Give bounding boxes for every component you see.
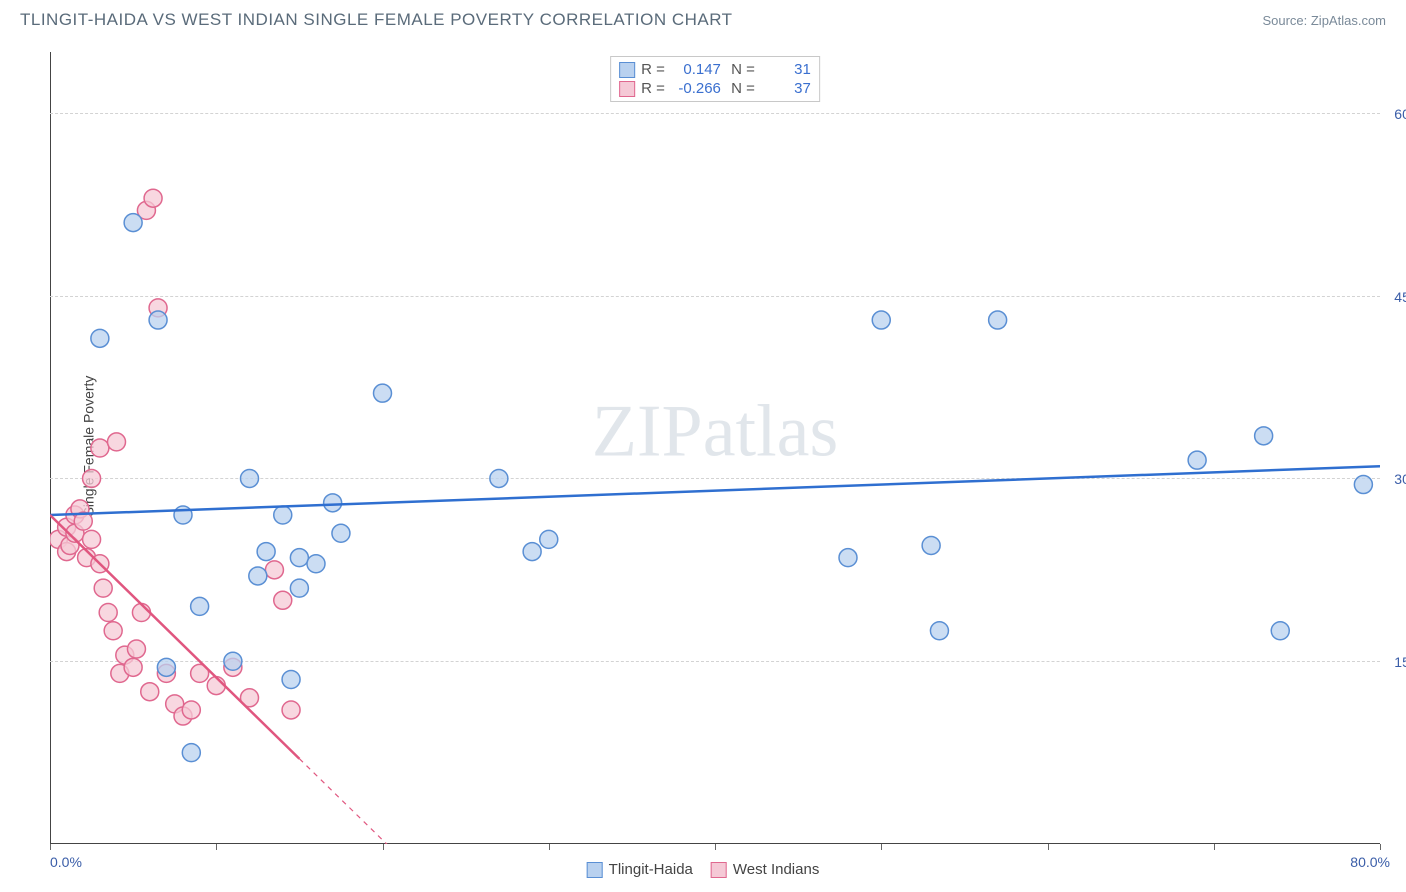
- scatter-point: [290, 579, 308, 597]
- scatter-point: [1271, 622, 1289, 640]
- scatter-point: [274, 506, 292, 524]
- scatter-point: [274, 591, 292, 609]
- scatter-point: [91, 439, 109, 457]
- legend-label-0: Tlingit-Haida: [609, 861, 693, 878]
- scatter-point: [1188, 451, 1206, 469]
- stats-legend: R = 0.147 N = 31 R = -0.266 N = 37: [610, 56, 820, 102]
- x-tick: [1214, 844, 1215, 850]
- x-tick: [715, 844, 716, 850]
- x-tick: [216, 844, 217, 850]
- chart-plot-area: ZIPatlas 15.0%30.0%45.0%60.0% 0.0% 80.0%…: [50, 52, 1380, 844]
- scatter-point: [83, 469, 101, 487]
- scatter-point: [257, 543, 275, 561]
- scatter-point: [124, 214, 142, 232]
- scatter-point: [83, 530, 101, 548]
- x-axis-max-label: 80.0%: [1350, 854, 1390, 870]
- scatter-point: [290, 549, 308, 567]
- legend-swatch-bottom-1: [711, 862, 727, 878]
- legend-swatch-1: [619, 81, 635, 97]
- scatter-point: [182, 701, 200, 719]
- x-tick: [383, 844, 384, 850]
- scatter-point: [922, 536, 940, 554]
- scatter-point: [989, 311, 1007, 329]
- bottom-legend: Tlingit-Haida West Indians: [587, 861, 820, 878]
- scatter-point: [282, 671, 300, 689]
- n-label: N =: [727, 61, 755, 78]
- scatter-point: [124, 658, 142, 676]
- x-axis-min-label: 0.0%: [50, 854, 82, 870]
- n-value-0: 31: [761, 61, 811, 78]
- stats-row-0: R = 0.147 N = 31: [619, 61, 811, 78]
- scatter-point: [265, 561, 283, 579]
- x-tick: [1048, 844, 1049, 850]
- scatter-point: [540, 530, 558, 548]
- y-tick-label: 15.0%: [1394, 654, 1406, 670]
- scatter-point: [332, 524, 350, 542]
- n-value-1: 37: [761, 80, 811, 97]
- x-tick: [50, 844, 51, 850]
- chart-title: TLINGIT-HAIDA VS WEST INDIAN SINGLE FEMA…: [20, 10, 733, 30]
- scatter-point: [144, 189, 162, 207]
- scatter-point: [241, 469, 259, 487]
- scatter-point: [104, 622, 122, 640]
- scatter-point: [207, 677, 225, 695]
- scatter-point: [157, 658, 175, 676]
- scatter-point: [224, 652, 242, 670]
- scatter-point: [1255, 427, 1273, 445]
- y-tick-label: 60.0%: [1394, 106, 1406, 122]
- scatter-point: [1354, 476, 1372, 494]
- legend-item-1: West Indians: [711, 861, 819, 878]
- scatter-point: [182, 744, 200, 762]
- scatter-point: [872, 311, 890, 329]
- trend-line-dashed: [299, 759, 499, 844]
- n-label: N =: [727, 80, 755, 97]
- x-tick: [1380, 844, 1381, 850]
- scatter-point: [108, 433, 126, 451]
- scatter-point: [249, 567, 267, 585]
- legend-label-1: West Indians: [733, 861, 819, 878]
- r-label: R =: [641, 80, 665, 97]
- scatter-point: [149, 311, 167, 329]
- scatter-point: [490, 469, 508, 487]
- scatter-point: [99, 603, 117, 621]
- scatter-point: [132, 603, 150, 621]
- scatter-point: [324, 494, 342, 512]
- scatter-point: [91, 329, 109, 347]
- y-tick-label: 45.0%: [1394, 289, 1406, 305]
- scatter-point: [839, 549, 857, 567]
- scatter-point: [141, 683, 159, 701]
- scatter-point: [282, 701, 300, 719]
- scatter-svg: [50, 52, 1380, 844]
- x-tick: [881, 844, 882, 850]
- x-tick: [549, 844, 550, 850]
- scatter-point: [307, 555, 325, 573]
- stats-row-1: R = -0.266 N = 37: [619, 80, 811, 97]
- legend-item-0: Tlingit-Haida: [587, 861, 693, 878]
- scatter-point: [127, 640, 145, 658]
- scatter-point: [523, 543, 541, 561]
- y-tick-label: 30.0%: [1394, 471, 1406, 487]
- r-value-1: -0.266: [671, 80, 721, 97]
- r-value-0: 0.147: [671, 61, 721, 78]
- legend-swatch-bottom-0: [587, 862, 603, 878]
- scatter-point: [374, 384, 392, 402]
- scatter-point: [930, 622, 948, 640]
- legend-swatch-0: [619, 62, 635, 78]
- r-label: R =: [641, 61, 665, 78]
- scatter-point: [191, 597, 209, 615]
- scatter-point: [94, 579, 112, 597]
- source-label: Source: ZipAtlas.com: [1262, 13, 1386, 28]
